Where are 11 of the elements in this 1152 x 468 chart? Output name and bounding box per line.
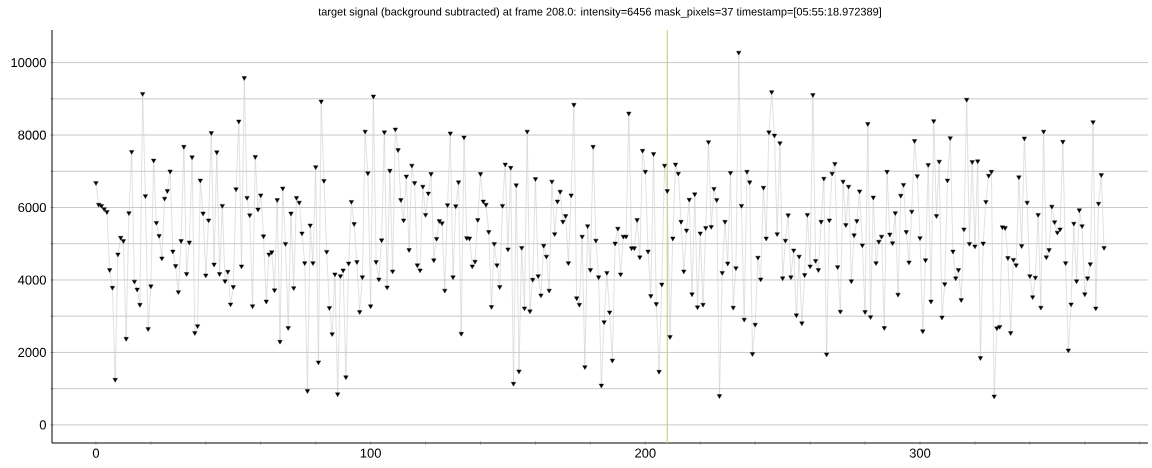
x-tick-label: 100 (360, 448, 381, 458)
x-tick-label: 200 (635, 448, 656, 458)
chart-title: target signal (background subtracted) at frame 208.0: intensity=6456 mask_pixels=37 timestamp=[05:55:18.972389] (318, 7, 881, 18)
y-tick-label: 0 (39, 420, 46, 430)
y-tick-label: 6000 (18, 202, 46, 213)
y-tick-label: 2000 (18, 347, 46, 358)
y-tick-label: 8000 (18, 130, 46, 140)
x-tick-label: 0 (92, 448, 100, 458)
x-tick-label: 300 (909, 448, 931, 458)
y-tick-label: 4000 (17, 275, 46, 285)
y-tick-label: 10000 (11, 58, 46, 68)
